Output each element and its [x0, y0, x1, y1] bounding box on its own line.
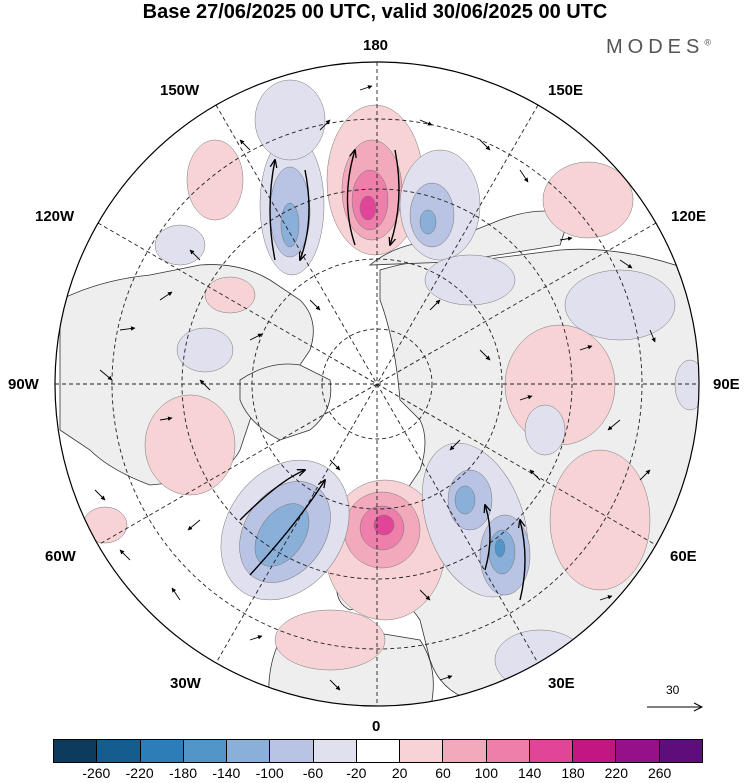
colorbar-tick-label: -20 [346, 765, 367, 781]
colorbar-cell [529, 740, 574, 762]
colorbar-tick-label: -260 [82, 765, 111, 781]
wind-scale-arrow [647, 702, 704, 712]
colorbar-tick-label: 60 [435, 765, 451, 781]
wind-vectors [94, 85, 656, 691]
colorbar-cell [659, 740, 702, 762]
lon-label-90e: 90E [713, 376, 740, 393]
lon-label-0: 0 [372, 718, 381, 735]
lon-label-30e: 30E [548, 675, 575, 692]
jet-arrows [239, 150, 526, 601]
colorbar-tick-label: -220 [125, 765, 154, 781]
map-border [54, 61, 700, 707]
colorbar-cell [356, 740, 401, 762]
colorbar-cell [140, 740, 184, 762]
colorbar-tick-label: -60 [302, 765, 324, 781]
colorbar-tick-label: -100 [255, 765, 284, 781]
colorbar-cell [486, 740, 530, 762]
lon-label-120w: 120W [35, 208, 75, 225]
map-title: Base 27/06/2025 00 UTC, valid 30/06/2025… [142, 1, 608, 23]
colorbar-tick-label: 220 [604, 765, 629, 781]
polar-map [54, 61, 700, 707]
modes-logo: MODES® [606, 36, 711, 58]
colorbar-cell [400, 740, 444, 762]
lon-label-150w: 150W [160, 82, 200, 99]
colorbar-cell [270, 740, 314, 762]
colorbar [53, 739, 703, 763]
colorbar-tick-label: -180 [168, 765, 198, 781]
colorbar-cell [54, 740, 98, 762]
lon-label-30w: 30W [170, 675, 201, 692]
lon-label-120e: 120E [671, 208, 707, 225]
lon-label-90w: 90W [8, 376, 39, 393]
anomaly-field [82, 79, 699, 691]
colorbar-cell [313, 740, 357, 762]
lon-label-150e: 150E [548, 82, 584, 99]
colorbar-tick-label: 180 [561, 765, 585, 781]
colorbar-cell [97, 740, 141, 762]
colorbar-tick-label: -140 [212, 765, 241, 781]
colorbar-tick-label: 20 [391, 765, 408, 781]
colorbar-tick-label: 140 [517, 765, 542, 781]
colorbar-cell [443, 740, 487, 762]
colorbar-cell [227, 740, 271, 762]
colorbar-cell [183, 740, 228, 762]
lon-label-60e: 60E [670, 548, 697, 565]
lon-label-180: 180 [363, 37, 389, 54]
colorbar-cell [573, 740, 617, 762]
colorbar-tick-label: 260 [647, 765, 672, 781]
colorbar-cell [616, 740, 660, 762]
lon-label-60w: 60W [45, 548, 76, 565]
colorbar-tick-label: 100 [474, 765, 499, 781]
wind-scale-label: 30 [666, 683, 680, 697]
